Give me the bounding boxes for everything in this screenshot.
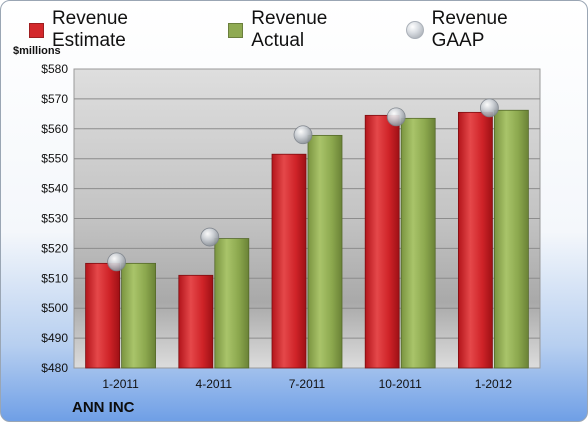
bar-actual (400, 117, 436, 369)
bar-estimate (457, 111, 493, 369)
bar-estimate (178, 274, 214, 369)
y-tick-label: $480 (41, 361, 68, 375)
legend-label-gaap: Revenue GAAP (431, 8, 508, 51)
bar-actual (307, 134, 343, 369)
y-tick-label: $530 (41, 212, 68, 226)
x-tick-label: 10-2011 (379, 377, 422, 391)
gaap-marker (479, 98, 499, 118)
legend-item-gaap: Revenue GAAP (405, 8, 565, 52)
gaap-marker (200, 227, 220, 247)
bar-estimate (271, 153, 307, 369)
chart-legend: Revenue Estimate Revenue Actual Revenue … (29, 8, 587, 51)
gaap-marker (386, 107, 406, 127)
y-tick-label: $560 (41, 122, 68, 136)
legend-label-actual: Revenue Actual (251, 8, 328, 51)
x-tick-label: 4-2011 (196, 377, 233, 391)
gaap-marker (293, 125, 313, 145)
legend-label-estimate: Revenue Estimate (51, 8, 128, 51)
legend-swatch-gaap (405, 21, 424, 39)
legend-item-estimate: Revenue Estimate (29, 8, 206, 52)
x-tick-label: 1-2012 (475, 377, 513, 391)
gaap-marker (107, 252, 126, 272)
bar-estimate (364, 114, 400, 369)
y-tick-label: $550 (41, 152, 68, 166)
legend-item-actual: Revenue Actual (228, 8, 383, 52)
y-tick-label: $580 (41, 62, 68, 76)
company-name: ANN INC (72, 399, 135, 416)
y-tick-label: $500 (41, 301, 68, 315)
y-tick-label: $520 (41, 241, 68, 255)
bar-actual (214, 238, 250, 369)
bar-actual (121, 262, 156, 369)
y-tick-label: $490 (41, 331, 68, 345)
legend-swatch-estimate (29, 22, 44, 38)
x-tick-label: 1-2011 (102, 377, 139, 391)
y-tick-label: $540 (41, 182, 68, 196)
x-tick-label: 7-2011 (289, 377, 326, 391)
y-axis-unit-label: $millions (13, 45, 61, 57)
y-tick-label: $570 (41, 92, 68, 106)
legend-swatch-actual (228, 22, 244, 38)
bar-estimate (85, 262, 120, 369)
y-tick-label: $510 (41, 271, 68, 285)
bar-actual (493, 109, 529, 369)
